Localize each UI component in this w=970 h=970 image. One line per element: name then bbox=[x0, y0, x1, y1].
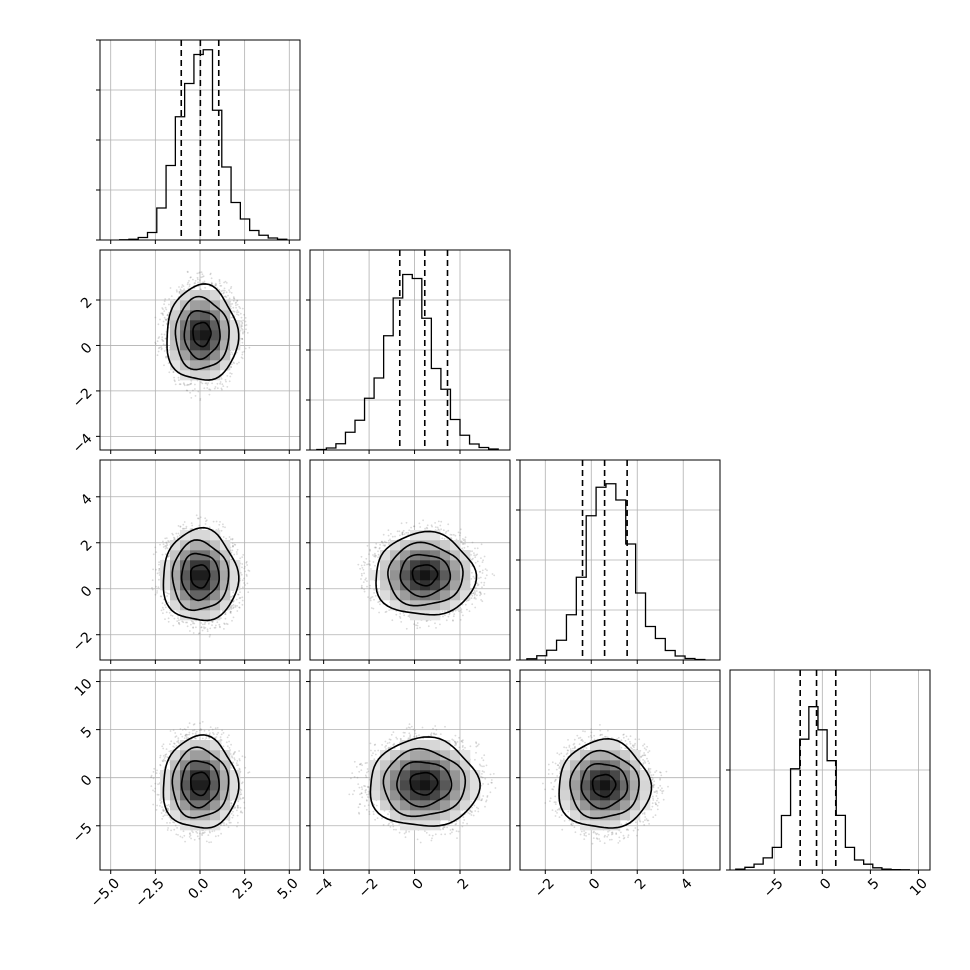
x-tick-label: 0.0 bbox=[185, 875, 212, 902]
axes-frame bbox=[99, 669, 301, 871]
contour-line bbox=[190, 771, 211, 797]
y-tick-label: 5 bbox=[78, 724, 96, 742]
histogram-bars bbox=[735, 706, 910, 870]
contour-line bbox=[183, 310, 221, 361]
y-tick-label: 0 bbox=[78, 583, 96, 601]
scatter-panel-1-3: −2 0 2 4 bbox=[70, 459, 301, 664]
scatter-panel-1-2: −4 −2 0 2 bbox=[70, 249, 301, 457]
histogram-panel-4: −5 0 5 10 bbox=[726, 669, 931, 901]
contour-line bbox=[180, 760, 221, 809]
x-tick-label: −5.0 bbox=[88, 875, 123, 910]
y-tick-label: −5 bbox=[70, 820, 96, 846]
x-tick-label: 10 bbox=[907, 875, 931, 899]
scatter-panel-2-4: −4 −2 0 2 bbox=[306, 669, 511, 901]
x-tick-label: −2 bbox=[532, 875, 558, 901]
contour-line bbox=[174, 295, 230, 371]
x-tick-label: 5 bbox=[865, 875, 883, 893]
histogram-panel-3 bbox=[516, 459, 721, 664]
y-tick-label: 2 bbox=[78, 537, 96, 555]
contour-line bbox=[558, 737, 653, 829]
contour-line bbox=[399, 553, 452, 598]
x-tick-label: 2.5 bbox=[230, 875, 257, 902]
y-tick-label: 10 bbox=[72, 676, 96, 700]
contour-line bbox=[162, 734, 240, 829]
contour-line bbox=[190, 564, 211, 589]
axes-frame bbox=[99, 459, 301, 661]
y-tick-label: −2 bbox=[70, 385, 96, 411]
contour-line bbox=[569, 749, 640, 819]
x-tick-label: 4 bbox=[678, 875, 696, 893]
x-tick-label: −5 bbox=[761, 875, 787, 901]
y-tick-label: 0 bbox=[78, 772, 96, 790]
axes-frame bbox=[309, 459, 511, 661]
histogram-panel-2 bbox=[306, 249, 511, 454]
scatter-panel-3-4: −2 0 2 4 bbox=[516, 669, 721, 901]
contour-line bbox=[162, 526, 240, 622]
contour-line bbox=[387, 541, 464, 607]
contour-line bbox=[180, 552, 221, 602]
y-tick-label: −2 bbox=[70, 629, 96, 655]
contour-line bbox=[591, 773, 617, 798]
x-tick-label: 0 bbox=[409, 875, 427, 893]
axes-frame bbox=[519, 669, 721, 871]
histogram-panel-1 bbox=[96, 39, 301, 244]
x-tick-label: 5.0 bbox=[275, 875, 302, 902]
x-tick-label: 2 bbox=[455, 875, 473, 893]
axes-frame bbox=[729, 669, 931, 871]
contour-line bbox=[192, 321, 212, 348]
contour-line bbox=[409, 771, 439, 796]
contour-line bbox=[411, 564, 439, 587]
contour-line bbox=[166, 283, 240, 381]
axes-frame bbox=[519, 459, 721, 661]
axes-frame bbox=[309, 669, 511, 871]
contour-line bbox=[171, 746, 230, 819]
contour-line bbox=[396, 760, 453, 808]
histogram-bars bbox=[526, 483, 706, 660]
x-tick-label: 0 bbox=[817, 875, 835, 893]
contour-line bbox=[580, 763, 629, 810]
contour-line bbox=[171, 539, 230, 612]
axes-frame bbox=[99, 249, 301, 451]
y-tick-label: 2 bbox=[78, 294, 96, 312]
y-tick-label: −4 bbox=[70, 431, 96, 457]
y-tick-label: 0 bbox=[78, 340, 96, 358]
x-tick-label: 2 bbox=[632, 875, 650, 893]
contour-line bbox=[375, 530, 478, 616]
axes-frame bbox=[309, 249, 511, 451]
histogram-bars bbox=[118, 49, 288, 240]
histogram-bars bbox=[316, 273, 499, 450]
scatter-panel-1-4: −5.0 −2.5 0.0 2.5 5.0 −5 0 5 10 bbox=[70, 669, 302, 911]
contour-line bbox=[369, 736, 481, 827]
x-tick-label: 0 bbox=[586, 875, 604, 893]
contour-line bbox=[382, 747, 467, 818]
x-tick-label: −2 bbox=[356, 875, 382, 901]
x-tick-label: −4 bbox=[310, 875, 336, 901]
y-tick-label: 4 bbox=[78, 491, 96, 509]
axes-frame bbox=[99, 39, 301, 241]
scatter-panel-2-3 bbox=[306, 459, 511, 664]
x-tick-label: −2.5 bbox=[132, 875, 167, 910]
